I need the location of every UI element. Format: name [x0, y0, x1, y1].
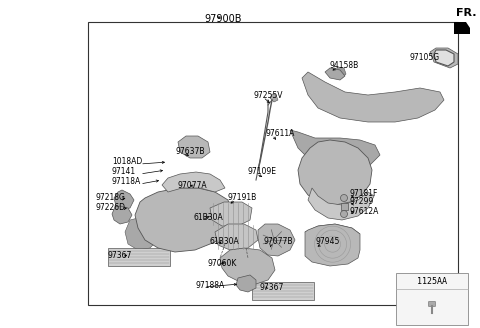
Bar: [88, 22, 458, 305]
Polygon shape: [114, 190, 134, 210]
Text: 97118A: 97118A: [112, 177, 141, 187]
Text: 1018AD: 1018AD: [112, 157, 142, 167]
Text: 97181F: 97181F: [349, 190, 377, 198]
Polygon shape: [434, 50, 454, 66]
Polygon shape: [305, 224, 360, 266]
Text: 97109E: 97109E: [247, 168, 276, 176]
Polygon shape: [308, 188, 374, 220]
Polygon shape: [162, 172, 225, 192]
Text: 97299: 97299: [349, 197, 373, 207]
Text: 97188A: 97188A: [196, 280, 225, 290]
Polygon shape: [430, 48, 458, 68]
Text: 97367: 97367: [260, 283, 284, 293]
Bar: [340, 202, 348, 210]
Circle shape: [340, 211, 348, 217]
FancyBboxPatch shape: [429, 301, 435, 306]
Text: 1125AA: 1125AA: [417, 277, 447, 285]
Text: 97945: 97945: [315, 237, 339, 247]
Polygon shape: [290, 130, 380, 170]
Text: 61B30A: 61B30A: [210, 237, 240, 247]
Text: 97105G: 97105G: [410, 52, 440, 62]
Text: FR.: FR.: [456, 8, 477, 18]
Text: 97226D: 97226D: [96, 202, 126, 212]
Polygon shape: [334, 67, 346, 78]
Polygon shape: [236, 275, 256, 292]
Text: 97611A: 97611A: [265, 129, 294, 137]
Polygon shape: [125, 218, 158, 250]
Polygon shape: [270, 94, 278, 102]
Polygon shape: [218, 215, 240, 242]
Text: 94158B: 94158B: [330, 60, 359, 70]
Polygon shape: [178, 136, 210, 158]
Bar: [396, 273, 468, 325]
Text: 97255V: 97255V: [254, 91, 284, 99]
Polygon shape: [135, 188, 232, 252]
Text: 97900B: 97900B: [204, 14, 242, 24]
Text: 97077B: 97077B: [264, 237, 293, 247]
Polygon shape: [298, 140, 372, 205]
Bar: [252, 282, 314, 300]
Text: 97060K: 97060K: [208, 259, 238, 269]
Polygon shape: [302, 72, 444, 122]
Polygon shape: [210, 202, 252, 226]
Polygon shape: [325, 68, 345, 80]
Polygon shape: [112, 206, 132, 224]
Text: 97077A: 97077A: [178, 180, 208, 190]
Bar: [108, 248, 170, 266]
Text: 97218G: 97218G: [96, 193, 126, 201]
Text: 97367: 97367: [108, 251, 132, 259]
Polygon shape: [220, 248, 275, 284]
Polygon shape: [454, 22, 470, 34]
Text: 97637B: 97637B: [175, 148, 204, 156]
Text: 61B30A: 61B30A: [194, 214, 224, 222]
Polygon shape: [258, 224, 295, 256]
Polygon shape: [215, 224, 258, 250]
Polygon shape: [305, 224, 360, 236]
Text: 97191B: 97191B: [228, 194, 257, 202]
Text: 97141: 97141: [112, 168, 136, 176]
Circle shape: [340, 195, 348, 201]
Text: 97612A: 97612A: [349, 208, 378, 216]
